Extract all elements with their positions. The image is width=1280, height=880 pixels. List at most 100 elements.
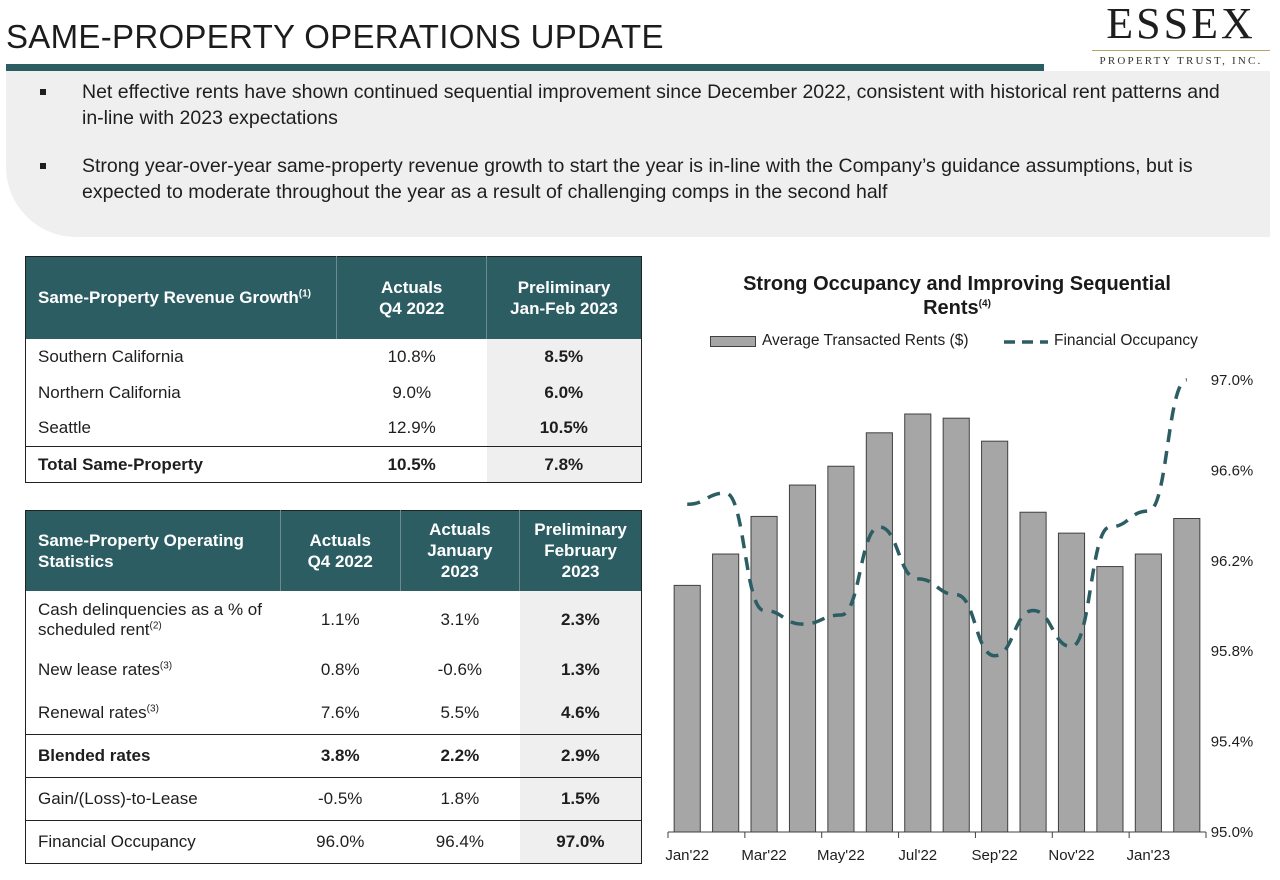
x-tick-label: Jan'23 — [1126, 847, 1170, 864]
table-row: Gain/(Loss)-to-Lease -0.5% 1.8% 1.5% — [25, 777, 642, 821]
revenue-header-text: Same-Property Revenue Growth — [38, 288, 299, 308]
x-tick-label: Sep'22 — [972, 847, 1018, 864]
occupancy-line — [687, 378, 1188, 658]
table-row: Blended rates 3.8% 2.2% 2.9% — [25, 734, 642, 778]
page-title: SAME-PROPERTY OPERATIONS UPDATE — [6, 18, 664, 55]
ops-header-q4: Actuals Q4 2022 — [280, 510, 401, 591]
row-label: Blended rates — [25, 734, 281, 778]
ops-header-jan: Actuals January 2023 — [400, 510, 521, 591]
total-label: Total Same-Property — [25, 446, 337, 483]
row-q4: 0.8% — [320, 660, 360, 679]
table-row: Renewal rates(3) 7.6% 5.5% 4.6% — [26, 691, 642, 735]
row-q4: 3.8% — [280, 734, 401, 778]
bullet-square-icon — [40, 163, 46, 169]
row-jan: 2.2% — [400, 734, 520, 778]
revenue-header-actuals: Actuals Q4 2022 — [336, 256, 488, 339]
operating-stats-table: Same-Property Operating Statistics Actua… — [25, 510, 642, 864]
footnote-marker: (3) — [146, 703, 159, 715]
y-right-tick-label: 96.2% — [1211, 553, 1254, 570]
x-tick-label: Nov'22 — [1048, 847, 1094, 864]
row-actual: 12.9% — [387, 418, 436, 438]
footnote-marker: (3) — [159, 660, 173, 672]
table-row: Southern California 10.8% 8.5% — [26, 338, 642, 375]
essex-logo: ESSEX PROPERTY TRUST, INC. — [1086, 0, 1276, 76]
row-actual: 10.8% — [387, 346, 436, 366]
footnote-marker: (1) — [298, 288, 311, 300]
row-prelim: 8.5% — [486, 338, 642, 375]
table-row: Cash delinquencies as a % of scheduled r… — [26, 590, 642, 649]
chart-title-text: Strong Occupancy and Improving Sequentia… — [743, 273, 1171, 319]
bar — [981, 440, 1009, 833]
x-tick-label: Jan'22 — [665, 847, 709, 864]
row-label: Renewal rates(3) — [26, 692, 281, 735]
ops-header-jan-text: Actuals January 2023 — [427, 520, 493, 582]
row-feb: 4.6% — [519, 691, 642, 735]
legend-bar-label: Average Transacted Rents ($) — [762, 332, 969, 349]
bar — [1057, 532, 1086, 833]
table-row: New lease rates(3) 0.8% -0.6% 1.3% — [26, 648, 642, 692]
bar — [904, 413, 932, 833]
row-label: New lease rates(3) — [26, 649, 281, 692]
row-q4: 1.1% — [320, 609, 360, 629]
ops-header-label: Same-Property Operating Statistics — [25, 510, 281, 591]
row-feb: 2.9% — [519, 734, 642, 778]
ops-header-feb: Preliminary February 2023 — [519, 510, 642, 591]
table-row: Financial Occupancy 96.0% 96.4% 97.0% — [25, 820, 642, 864]
y-right-tick-label: 97.0% — [1211, 372, 1254, 389]
revenue-header-prelim-text: Preliminary Jan-Feb 2023 — [510, 277, 618, 318]
row-jan: 96.4% — [400, 820, 520, 864]
row-feb: 1.5% — [519, 777, 642, 821]
bar — [1134, 553, 1162, 833]
row-actual: 9.0% — [392, 382, 432, 402]
revenue-header-prelim: Preliminary Jan-Feb 2023 — [486, 256, 642, 339]
row-q4: 96.0% — [280, 820, 401, 864]
bar — [1096, 566, 1124, 833]
row-feb: 1.3% — [519, 648, 642, 692]
table-row: Northern California 9.0% 6.0% — [26, 374, 642, 411]
row-q4: -0.5% — [280, 777, 401, 821]
row-label-text: Cash delinquencies as a % of scheduled r… — [38, 599, 262, 639]
footnote-marker: (4) — [978, 298, 991, 310]
row-label: Seattle — [38, 418, 91, 438]
bar — [1019, 511, 1047, 833]
bar — [673, 584, 701, 833]
legend-bar-swatch — [710, 336, 756, 347]
y-right-tick-label: 95.8% — [1211, 643, 1254, 660]
chart-legend: Average Transacted Rents ($) Financial O… — [710, 332, 1270, 352]
row-prelim: 6.0% — [486, 374, 642, 411]
row-jan: -0.6% — [437, 660, 483, 679]
row-label: Financial Occupancy — [25, 820, 281, 864]
ops-header-q4-text: Actuals Q4 2022 — [307, 530, 373, 571]
logo-subtitle: PROPERTY TRUST, INC. — [1099, 55, 1263, 67]
legend-line-label: Financial Occupancy — [1054, 332, 1198, 349]
ops-header-feb-text: Preliminary February 2023 — [534, 520, 627, 582]
row-label: Gain/(Loss)-to-Lease — [25, 777, 281, 821]
total-actual: 10.5% — [336, 446, 487, 483]
footnote-marker: (2) — [149, 619, 162, 631]
bar — [712, 553, 740, 833]
revenue-growth-table: Same-Property Revenue Growth(1) Actuals … — [25, 256, 642, 483]
bullet-text: Net effective rents have shown continued… — [82, 81, 1220, 129]
bar — [827, 465, 855, 833]
bar — [865, 432, 893, 833]
title-rule — [6, 64, 1044, 71]
summary-box: Net effective rents have shown continued… — [6, 71, 1270, 237]
row-label: Cash delinquencies as a % of scheduled r… — [26, 591, 281, 649]
row-label-text: Renewal rates — [38, 702, 147, 722]
legend-line-swatch — [1004, 340, 1048, 344]
revenue-header-actuals-text: Actuals Q4 2022 — [379, 277, 445, 318]
row-label: Northern California — [38, 382, 181, 402]
row-feb: 97.0% — [519, 820, 642, 864]
bar — [788, 484, 817, 833]
bar — [942, 417, 970, 833]
logo-rule — [1092, 50, 1270, 51]
occupancy-rents-chart: Strong Occupancy and Improving Sequentia… — [650, 262, 1280, 880]
bullet-text: Strong year-over-year same-property reve… — [82, 155, 1193, 203]
table-row: Seattle 12.9% 10.5% — [26, 410, 642, 447]
bullet-square-icon — [40, 89, 46, 95]
y-right-tick-label: 96.6% — [1211, 462, 1254, 479]
row-label-text: New lease rates — [38, 660, 160, 679]
row-feb: 2.3% — [519, 590, 642, 649]
y-right-tick-label: 95.0% — [1211, 824, 1254, 841]
x-tick-label: Mar'22 — [741, 847, 786, 864]
